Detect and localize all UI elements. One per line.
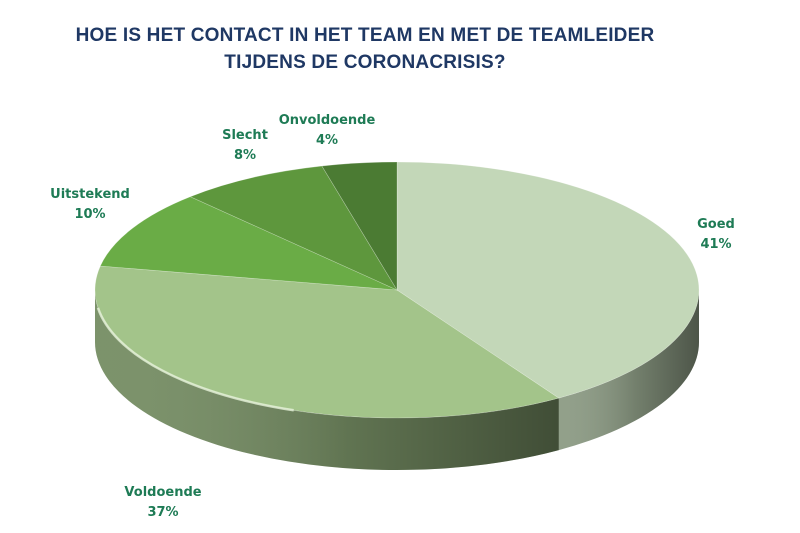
data-label-onvoldoende: Onvoldoende 4% [279,113,376,148]
pie-slice-slecht[interactable] [189,165,398,291]
data-label-value-uitstekend: 10% [74,207,105,222]
pie-rim-highlight [96,307,294,412]
data-label-slecht: Slecht 8% [222,128,268,163]
data-label-value-onvoldoende: 4% [316,133,338,148]
pie-slice-uitstekend[interactable] [99,196,398,291]
data-label-value-goed: 41% [700,237,731,252]
pie-slice-goed[interactable] [396,161,700,399]
pie-slice-onvoldoende[interactable] [321,161,398,292]
data-label-value-slecht: 8% [234,148,256,163]
data-label-uitstekend: Uitstekend 10% [50,187,130,222]
pie-tops [94,161,700,419]
pie-labels: Goed 41% Voldoende 37% Uitstekend 10% Slecht 8%… [50,113,735,520]
pie-side-shade-goed [558,290,699,451]
chart-title-line-2: TIJDENS DE CORONACRISIS? [224,52,506,73]
data-label-category-voldoende: Voldoende [124,485,201,500]
pie-side-shade-voldoende [95,290,559,471]
chart-title-line-1: HOE IS HET CONTACT IN HET TEAM EN MET DE… [75,25,655,46]
data-label-category-uitstekend: Uitstekend [50,187,130,202]
data-label-category-slecht: Slecht [222,128,268,143]
data-label-voldoende: Voldoende 37% [124,485,201,520]
data-label-category-onvoldoende: Onvoldoende [279,113,376,128]
chart-title: HOE IS HET CONTACT IN HET TEAM EN MET DE… [0,22,730,76]
data-label-category-goed: Goed [697,217,735,232]
pie-sides [95,290,699,471]
data-label-value-voldoende: 37% [147,505,178,520]
data-label-goed: Goed 41% [697,217,735,252]
